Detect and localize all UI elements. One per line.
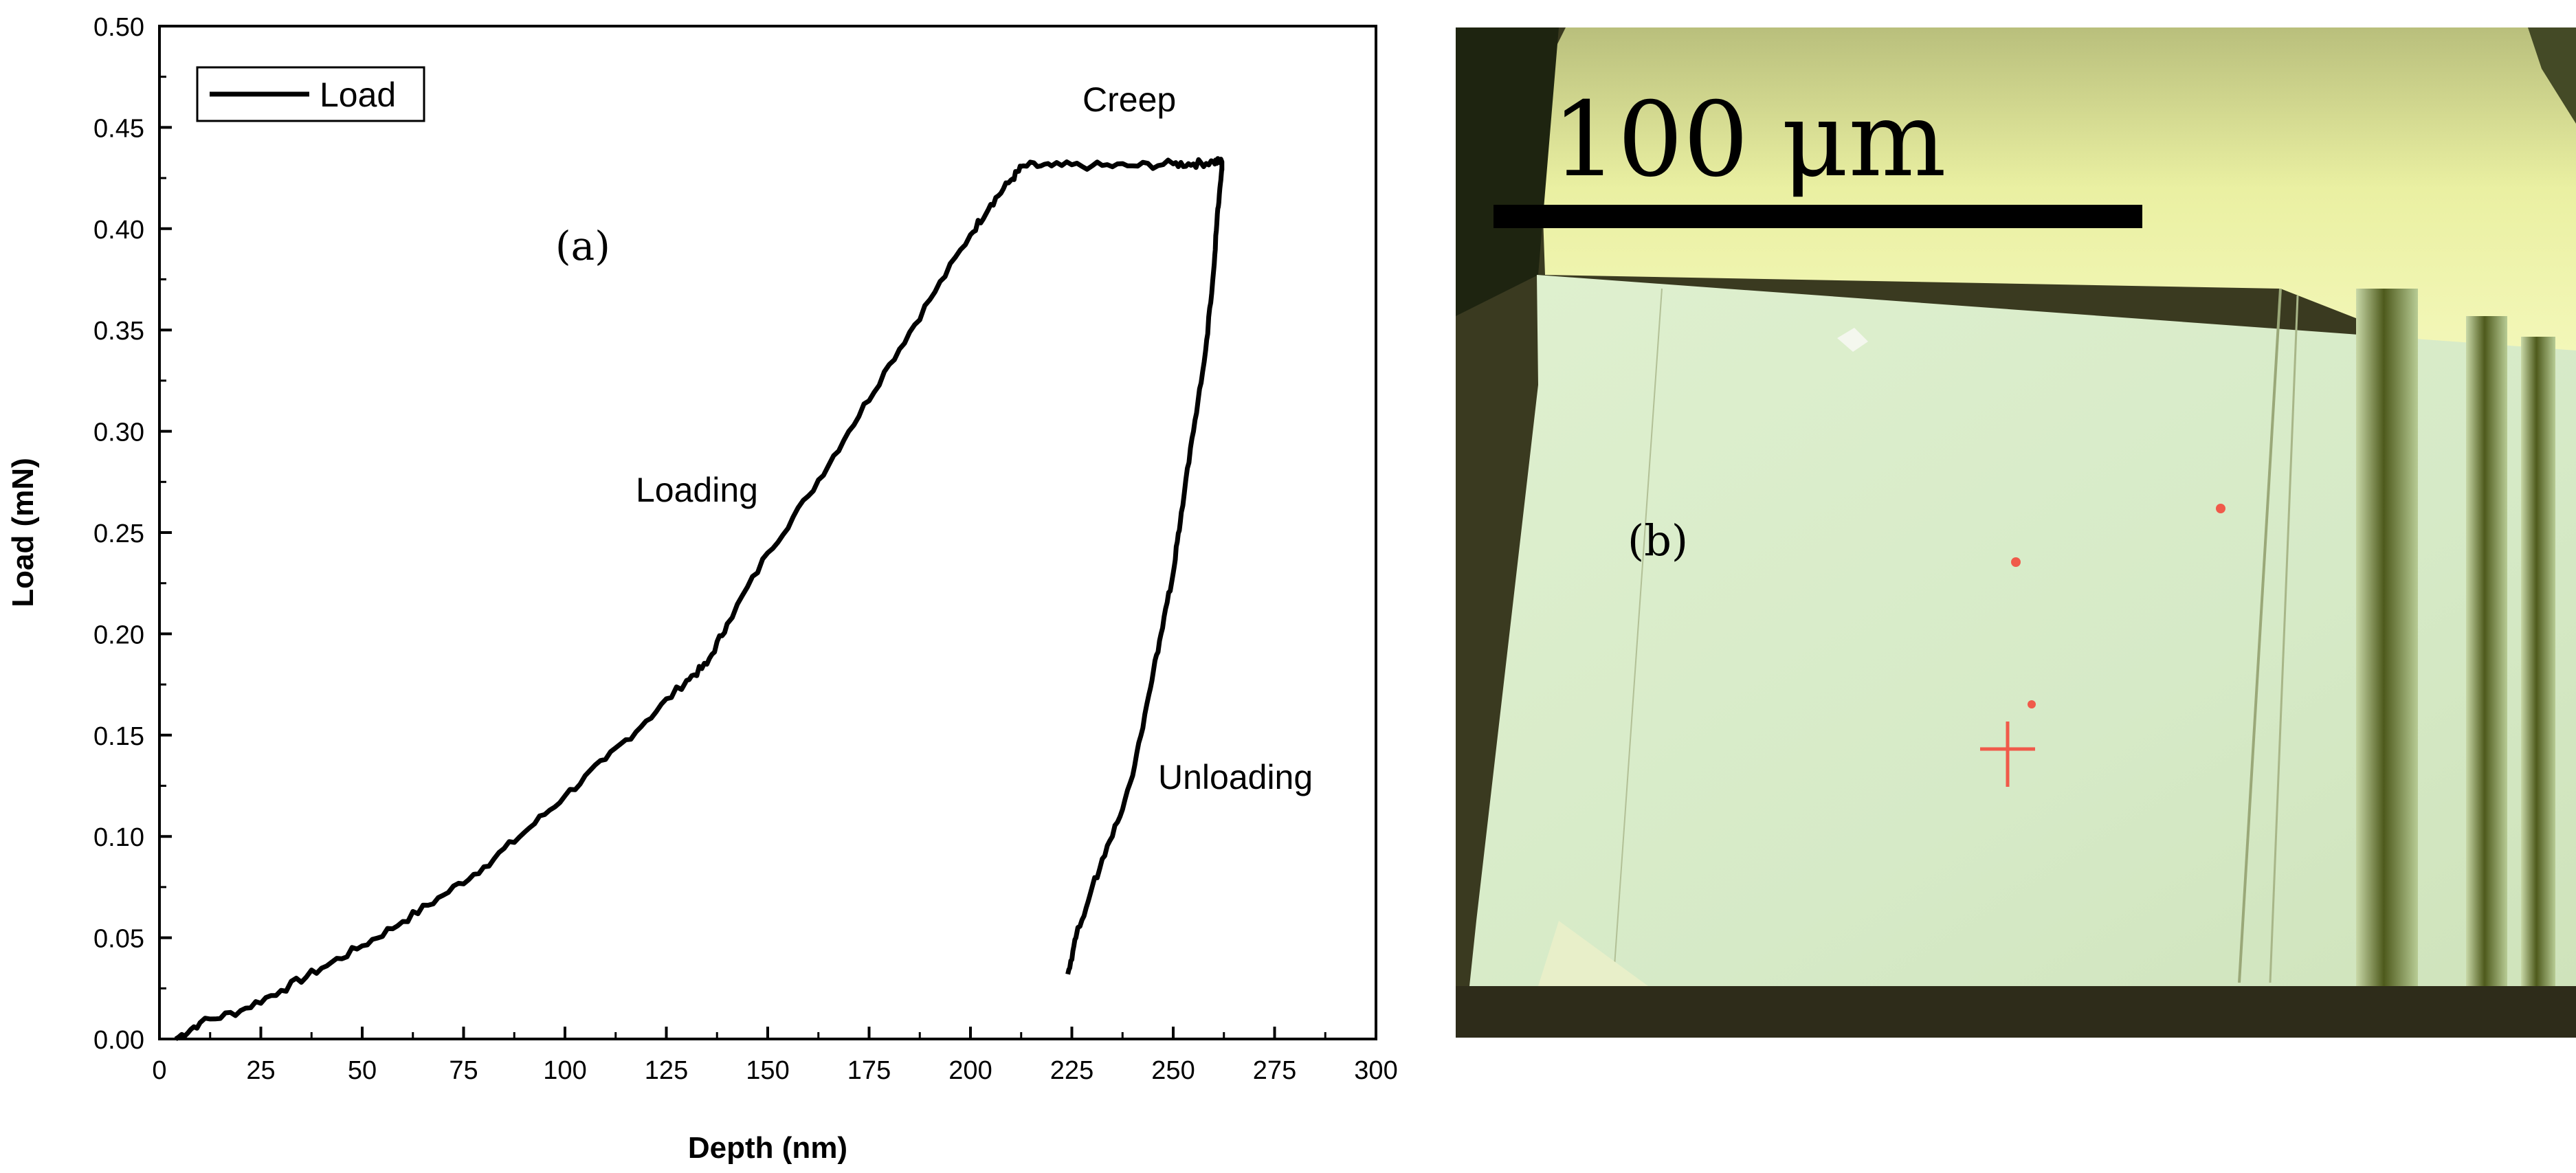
- y-tick-label: 0.10: [93, 823, 144, 852]
- corner-shadow: [2528, 27, 2576, 124]
- groove-3: [2521, 337, 2555, 990]
- bottom-chip: [1538, 921, 1648, 986]
- red-dot-2: [2216, 504, 2225, 513]
- legend-entry-load: Load: [320, 76, 396, 114]
- debris-particle: [1837, 328, 1868, 352]
- panel-label-a: (a): [555, 223, 610, 269]
- annotation-creep: Creep: [1082, 80, 1176, 119]
- y-tick-label: 0.05: [93, 925, 144, 954]
- plot-frame: [158, 25, 1377, 1040]
- x-tick-label: 75: [449, 1056, 478, 1085]
- scratch-line-2: [2269, 295, 2299, 983]
- legend: Load: [196, 66, 425, 122]
- left-shadow: [1456, 27, 1559, 316]
- y-tick-label: 0.00: [93, 1026, 144, 1055]
- x-tick-label: 250: [1151, 1056, 1195, 1085]
- series-line-load: [174, 156, 1225, 1041]
- x-tick-label: 125: [645, 1056, 688, 1085]
- red-dot-1: [2011, 557, 2021, 567]
- groove-1: [2356, 289, 2418, 990]
- red-dot-3: [2028, 700, 2036, 708]
- micrograph-panel: 100 μm (b): [1456, 27, 2576, 1038]
- y-tick-label: 0.40: [93, 216, 144, 245]
- y-tick-label: 0.20: [93, 621, 144, 649]
- x-axis-title: Depth (nm): [688, 1131, 847, 1165]
- x-tick-label: 100: [543, 1056, 586, 1085]
- y-tick-label: 0.30: [93, 418, 144, 447]
- scratch-line-1: [2238, 288, 2282, 983]
- x-tick-label: 275: [1253, 1056, 1296, 1085]
- x-axis: 0 25 50 75 100 125 150 175 200 225 250 275 300: [152, 1027, 1398, 1085]
- y-tick-label: 0.35: [93, 317, 144, 346]
- y-tick-label: 0.25: [93, 520, 144, 548]
- x-tick-label: 0: [152, 1056, 166, 1085]
- panel-label-b: (b): [1628, 515, 1688, 566]
- x-tick-label: 150: [746, 1056, 789, 1085]
- y-axis: 0.00 0.05 0.10 0.15 0.20 0.25 0.30 0.35 0.40 0.45…: [93, 13, 172, 1055]
- micrograph-image: 100 μm (b): [1456, 27, 2576, 1038]
- y-axis-title: Load (mN): [6, 458, 40, 607]
- y-tick-label: 0.15: [93, 722, 144, 751]
- scratch-line-3: [1613, 288, 1663, 976]
- x-tick-label: 200: [948, 1056, 992, 1085]
- load-depth-chart: 0 25 50 75 100 125 150 175 200 225 250 275 300 0.00 0…: [6, 13, 1398, 1165]
- x-tick-label: 175: [847, 1056, 891, 1085]
- top-surface: [1538, 27, 2576, 350]
- bottom-shadow: [1456, 986, 2576, 1038]
- x-tick-label: 50: [348, 1056, 377, 1085]
- chart-canvas: 0 25 50 75 100 125 150 175 200 225 250 275 300 0.000…: [6, 13, 1398, 1165]
- x-tick-label: 25: [246, 1056, 275, 1085]
- scale-bar-label: 100 μm: [1552, 80, 1946, 200]
- annotation-loading: Loading: [636, 471, 758, 509]
- scale-bar: [1494, 205, 2142, 228]
- y-tick-label: 0.45: [93, 114, 144, 143]
- x-tick-label: 225: [1050, 1056, 1093, 1085]
- x-tick-label: 300: [1354, 1056, 1397, 1085]
- y-tick-label: 0.50: [93, 13, 144, 42]
- groove-2: [2466, 316, 2507, 990]
- annotation-unloading: Unloading: [1158, 758, 1313, 796]
- cross-section-face: [1469, 275, 2576, 986]
- crosshair-marker: [1980, 722, 2035, 787]
